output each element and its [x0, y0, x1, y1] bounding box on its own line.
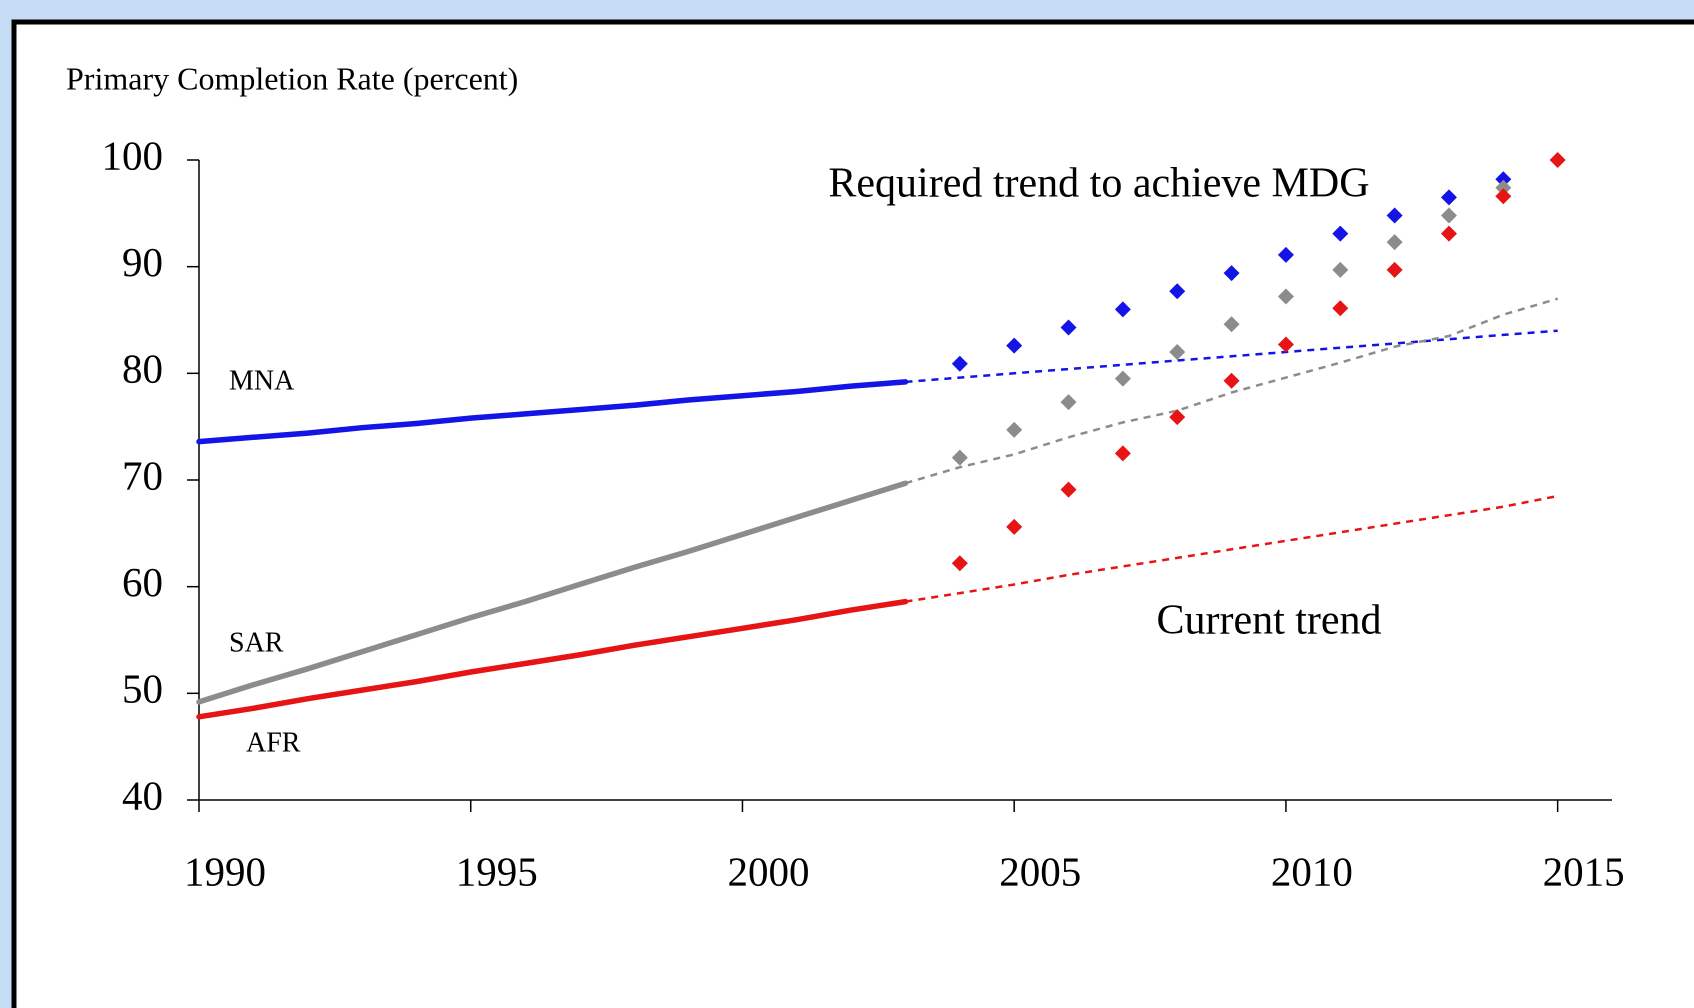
required-point [1006, 421, 1023, 438]
required-point [1169, 344, 1186, 360]
required-point [1549, 152, 1566, 168]
required-point [1440, 189, 1457, 206]
trend-line [905, 494, 1558, 603]
required-point [1495, 188, 1512, 205]
series-label: SAR [229, 627, 284, 658]
required-point [1169, 409, 1186, 426]
history-line [196, 379, 909, 445]
required-point [1277, 246, 1294, 263]
x-tick-label: 2000 [727, 848, 809, 894]
frame [11, 19, 1694, 1008]
x-tick-label: 2005 [999, 848, 1081, 894]
required-point [1223, 316, 1240, 333]
trend-line [905, 297, 1559, 485]
required-point [1495, 171, 1512, 188]
required-point [1332, 261, 1349, 278]
y-tick-label: 70 [122, 452, 163, 498]
x-tick-label: 2015 [1543, 848, 1625, 894]
required-point [951, 355, 968, 372]
axis-title: Primary Completion Rate (percent) [66, 60, 518, 96]
required-point [1332, 225, 1349, 242]
required-point [1060, 319, 1077, 336]
y-tick-label: 50 [122, 666, 163, 712]
required-point [951, 449, 968, 466]
required-point [1114, 445, 1131, 462]
annotation: Current trend [1156, 598, 1381, 644]
required-point [1060, 394, 1077, 411]
required-point [1277, 288, 1294, 305]
required-point [1495, 179, 1512, 196]
required-point [1006, 518, 1023, 535]
y-tick-label: 90 [122, 239, 163, 285]
y-tick-label: 60 [122, 559, 163, 605]
series-label: MNA [229, 365, 295, 396]
trend-line [905, 329, 1558, 384]
required-point [1060, 481, 1077, 498]
x-tick-label: 1995 [456, 848, 538, 894]
x-tick-label: 1990 [184, 848, 266, 894]
y-tick-label: 40 [122, 772, 163, 818]
required-point [1386, 207, 1403, 224]
annotation: Required trend to achieve MDG [828, 161, 1369, 207]
required-point [1386, 261, 1403, 278]
y-tick-label: 100 [102, 132, 164, 178]
history-line [196, 480, 909, 705]
required-point [1440, 207, 1457, 224]
required-point [1169, 283, 1186, 300]
required-point [1440, 225, 1457, 242]
required-point [1114, 370, 1131, 387]
y-tick-label: 80 [122, 346, 163, 392]
required-point [1277, 336, 1294, 353]
x-tick-label: 2010 [1271, 848, 1353, 894]
required-point [1386, 234, 1403, 251]
required-point [1006, 337, 1023, 354]
series-label: AFR [246, 727, 301, 758]
required-point [1223, 372, 1240, 389]
required-point [951, 555, 968, 572]
required-point [1114, 301, 1131, 318]
required-point [1223, 265, 1240, 282]
history-line [196, 598, 909, 720]
required-point [1332, 300, 1349, 317]
